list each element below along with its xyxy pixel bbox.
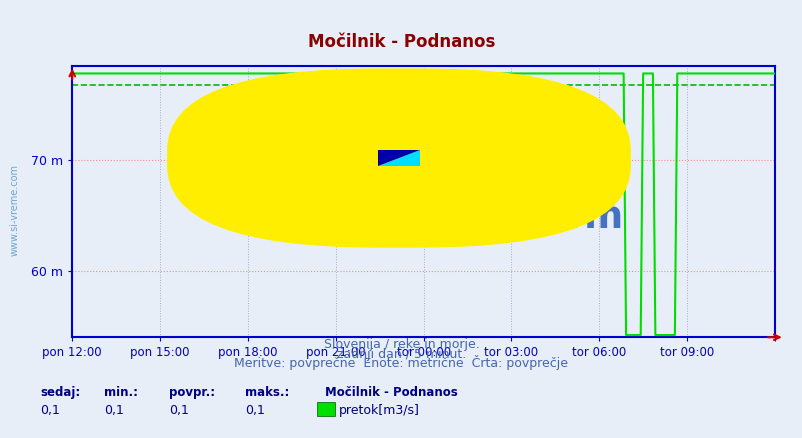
Text: 0,1: 0,1 bbox=[168, 404, 188, 417]
Polygon shape bbox=[378, 150, 419, 166]
Text: 0,1: 0,1 bbox=[245, 404, 265, 417]
Text: min.:: min.: bbox=[104, 386, 138, 399]
Text: maks.:: maks.: bbox=[245, 386, 289, 399]
Text: www.si-vreme.com: www.si-vreme.com bbox=[223, 200, 623, 236]
Text: Močilnik - Podnanos: Močilnik - Podnanos bbox=[307, 33, 495, 51]
Text: Meritve: povprečne  Enote: metrične  Črta: povprečje: Meritve: povprečne Enote: metrične Črta:… bbox=[234, 356, 568, 371]
Text: zadnji dan / 5 minut.: zadnji dan / 5 minut. bbox=[337, 348, 465, 361]
Text: pretok[m3/s]: pretok[m3/s] bbox=[338, 404, 419, 417]
Text: www.si-vreme.com: www.si-vreme.com bbox=[10, 164, 19, 256]
FancyBboxPatch shape bbox=[167, 68, 630, 247]
Text: Slovenija / reke in morje.: Slovenija / reke in morje. bbox=[323, 338, 479, 351]
Text: sedaj:: sedaj: bbox=[40, 386, 80, 399]
Text: 0,1: 0,1 bbox=[40, 404, 60, 417]
Text: povpr.:: povpr.: bbox=[168, 386, 214, 399]
Text: Močilnik - Podnanos: Močilnik - Podnanos bbox=[325, 386, 457, 399]
Text: 0,1: 0,1 bbox=[104, 404, 124, 417]
Polygon shape bbox=[378, 150, 419, 166]
